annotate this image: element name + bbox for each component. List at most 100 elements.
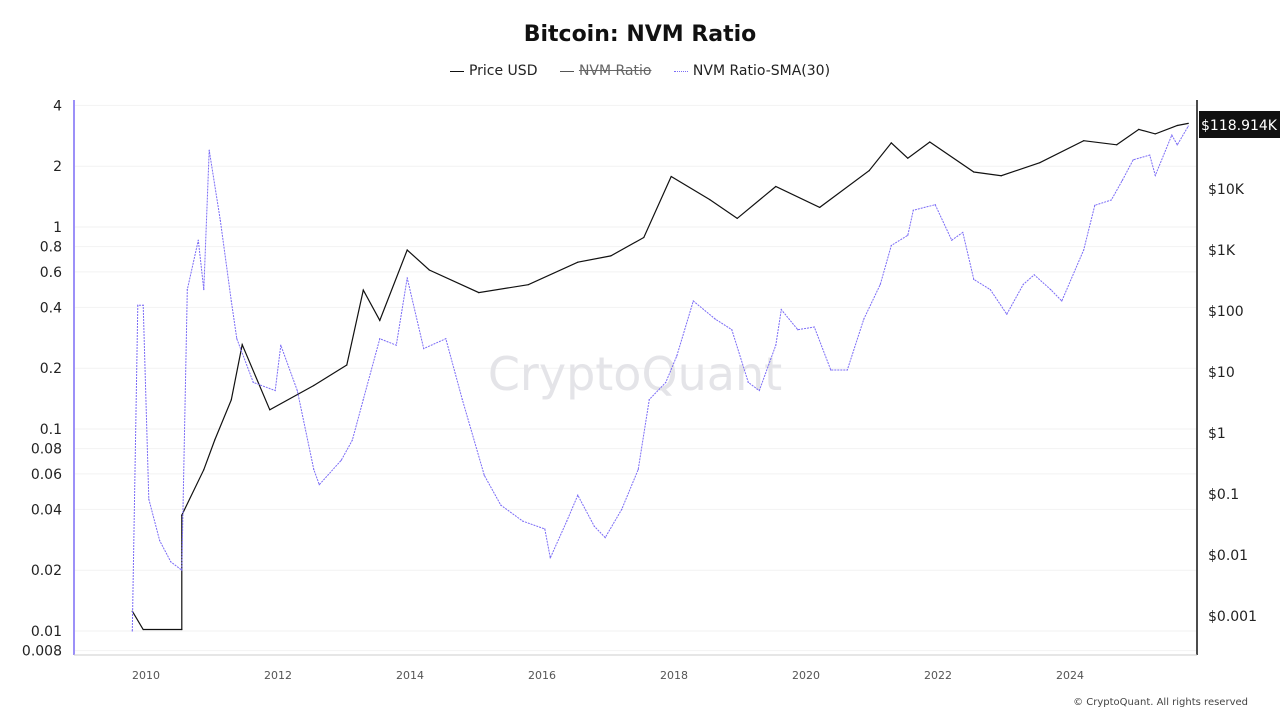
data-point — [593, 525, 595, 527]
data-point — [951, 239, 953, 241]
data-point — [1154, 174, 1156, 177]
data-point — [197, 239, 199, 241]
data-point — [1187, 125, 1189, 127]
data-point — [846, 369, 848, 371]
right-tick-label: $1K — [1208, 243, 1236, 259]
data-point — [1000, 175, 1002, 177]
left-tick-label: 0.008 — [22, 644, 62, 660]
data-point — [758, 389, 760, 392]
last-price-label: $118.914K — [1201, 118, 1278, 134]
x-tick-label: 2012 — [264, 669, 292, 682]
data-point — [1121, 179, 1123, 182]
data-point — [577, 494, 579, 496]
data-point — [1176, 144, 1178, 146]
legend-item-nvm[interactable]: NVM Ratio — [559, 63, 651, 79]
data-point — [989, 288, 991, 291]
x-tick-label: 2022 — [924, 669, 952, 682]
data-point — [1138, 128, 1140, 130]
data-point — [863, 318, 865, 320]
data-point — [1039, 162, 1041, 164]
data-point — [142, 628, 144, 631]
data-point — [280, 344, 282, 346]
data-point — [797, 329, 799, 331]
data-point — [1171, 134, 1173, 136]
data-point — [648, 398, 650, 401]
data-point — [1132, 159, 1134, 161]
right-tick-label: $0.001 — [1208, 609, 1257, 625]
data-point — [203, 469, 205, 471]
data-point — [379, 319, 381, 322]
left-tick-label: 2 — [53, 159, 62, 175]
data-point — [709, 199, 711, 201]
data-point — [1033, 274, 1035, 276]
data-point — [527, 284, 529, 286]
legend-item-price[interactable]: Price USD — [449, 63, 538, 79]
data-point — [406, 277, 408, 279]
left-tick-label: 0.4 — [40, 300, 62, 316]
data-point — [813, 326, 815, 328]
data-point — [714, 318, 716, 320]
data-point — [1110, 199, 1112, 201]
data-point — [274, 389, 276, 392]
data-point — [692, 300, 694, 302]
data-point — [1187, 122, 1189, 125]
data-point — [566, 520, 568, 522]
x-tick-label: 2014 — [396, 669, 424, 682]
x-tick-label: 2024 — [1056, 669, 1084, 682]
data-point — [819, 206, 821, 208]
data-point — [973, 171, 975, 173]
left-tick-label: 0.04 — [31, 502, 62, 518]
data-point — [621, 508, 623, 510]
data-point — [1050, 288, 1052, 291]
data-point — [395, 344, 397, 346]
data-point — [665, 381, 667, 384]
legend: Price USD NVM Ratio NVM Ratio-SMA(30) — [0, 63, 1280, 79]
data-point — [208, 149, 210, 151]
data-point — [747, 381, 749, 384]
data-point — [912, 209, 914, 211]
data-point — [252, 381, 254, 384]
data-point — [1083, 140, 1085, 142]
data-point — [604, 536, 606, 539]
legend-item-nvm-sma[interactable]: NVM Ratio-SMA(30) — [673, 63, 830, 79]
left-tick-label: 0.8 — [40, 240, 62, 256]
data-point — [1006, 313, 1008, 315]
data-point — [148, 498, 150, 500]
data-point — [676, 355, 678, 357]
data-point — [549, 557, 551, 559]
right-tick-label: $10K — [1208, 182, 1245, 198]
data-point — [907, 157, 909, 159]
data-point — [868, 170, 870, 172]
data-point — [230, 300, 232, 302]
data-point — [137, 304, 139, 306]
left-tick-label: 0.06 — [31, 467, 62, 483]
data-point — [186, 288, 188, 291]
data-point — [890, 142, 892, 144]
data-point — [775, 344, 777, 346]
right-tick-label: $10 — [1208, 365, 1235, 381]
legend-swatch — [449, 70, 464, 72]
series-price-usd — [131, 122, 1189, 631]
legend-swatch — [559, 70, 574, 72]
last-price-badge — [1199, 111, 1280, 138]
data-point — [544, 528, 546, 530]
data-point — [181, 514, 183, 516]
legend-swatch — [673, 70, 688, 72]
x-tick-label: 2016 — [528, 669, 556, 682]
data-point — [423, 348, 425, 350]
data-point — [610, 255, 612, 257]
data-point — [736, 217, 738, 219]
left-tick-label: 0.08 — [31, 442, 62, 458]
watermark: CryptoQuant — [488, 347, 782, 401]
data-point — [351, 439, 353, 441]
data-point — [445, 338, 447, 340]
left-tick-label: 0.02 — [31, 563, 62, 579]
data-point — [181, 628, 183, 631]
legend-label: Price USD — [468, 63, 538, 79]
data-point — [214, 439, 216, 441]
left-tick-label: 0.1 — [40, 422, 62, 438]
left-tick-label: 0.2 — [40, 361, 62, 377]
data-point — [577, 261, 579, 263]
right-tick-label: $100 — [1208, 304, 1244, 320]
